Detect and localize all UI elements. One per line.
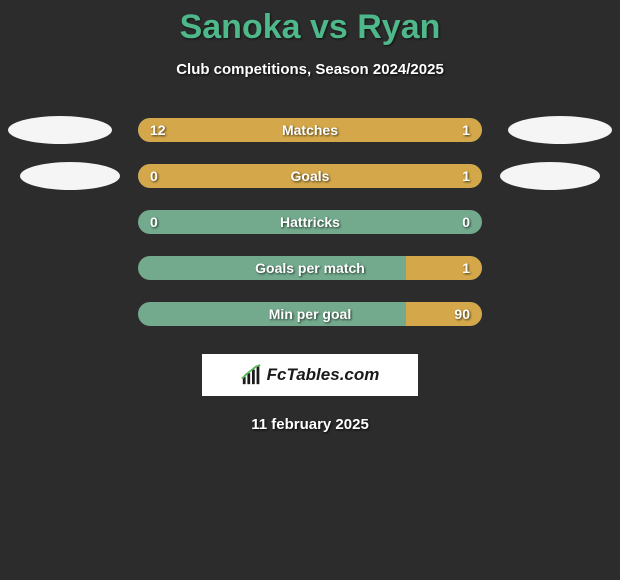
stat-right-value: 1 [462,122,470,138]
stat-bar: Goals per match 1 [138,256,482,280]
stat-row-matches: 12 Matches 1 [0,118,620,142]
date-label: 11 february 2025 [0,416,620,433]
subtitle: Club competitions, Season 2024/2025 [0,61,620,78]
logo-text: FcTables.com [267,365,380,385]
stat-row-hattricks: 0 Hattricks 0 [0,210,620,234]
player-left-ellipse [20,162,120,190]
stat-right-value: 90 [454,306,470,322]
stat-label: Matches [138,122,482,138]
stat-bar: 12 Matches 1 [138,118,482,142]
stat-label: Hattricks [138,214,482,230]
stat-right-value: 1 [462,168,470,184]
stat-label: Min per goal [138,306,482,322]
stats-container: 12 Matches 1 0 Goals 1 0 Hattricks 0 Goa… [0,118,620,326]
stat-row-goals-per-match: Goals per match 1 [0,256,620,280]
player-right-ellipse [500,162,600,190]
player-right-ellipse [508,116,612,144]
stat-label: Goals [138,168,482,184]
stat-bar: 0 Goals 1 [138,164,482,188]
player-left-ellipse [8,116,112,144]
stat-right-value: 1 [462,260,470,276]
page-title: Sanoka vs Ryan [0,0,620,47]
stat-bar: Min per goal 90 [138,302,482,326]
stat-row-goals: 0 Goals 1 [0,164,620,188]
stat-row-min-per-goal: Min per goal 90 [0,302,620,326]
fctables-logo[interactable]: FcTables.com [202,354,418,396]
stat-right-value: 0 [462,214,470,230]
chart-icon [241,364,263,386]
stat-bar: 0 Hattricks 0 [138,210,482,234]
stat-label: Goals per match [138,260,482,276]
